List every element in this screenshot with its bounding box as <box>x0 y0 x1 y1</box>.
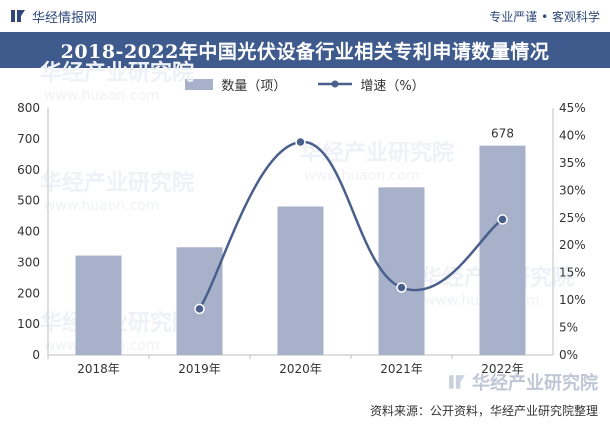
bar <box>75 255 122 355</box>
watermark-url: www.huaon.com <box>304 168 420 184</box>
source-note: 资料来源：公开资料，华经产业研究院整理 <box>369 404 598 418</box>
y-left-tick-label: 600 <box>17 163 40 177</box>
legend-line-swatch <box>318 80 353 88</box>
top-bar: 华经情报网 专业严谨 • 客观科学 <box>0 0 610 32</box>
legend-bar-label: 数量（项） <box>221 78 287 94</box>
y-left-tick-label: 500 <box>17 194 40 208</box>
legend-bar-swatch <box>185 78 214 90</box>
legend-line-label: 增速（%） <box>360 78 425 94</box>
y-right-tick-label: 30% <box>559 183 586 197</box>
watermark-text: 华经产业研究院 <box>40 60 194 86</box>
x-tick-label: 2018年 <box>77 362 120 376</box>
chart-legend: 数量（项） 增速（%） <box>0 74 610 94</box>
x-tick-label: 2021年 <box>380 362 423 376</box>
growth-line <box>198 140 504 310</box>
y-right-tick-label: 40% <box>559 128 586 142</box>
y-right-tick-label: 20% <box>559 238 586 252</box>
title-bar: 2018-2022年中国光伏设备行业相关专利申请数量情况 <box>0 32 610 68</box>
y-left-tick-label: 100 <box>17 317 40 331</box>
y-right-tick-label: 5% <box>559 321 578 335</box>
y-right-tick-label: 45% <box>559 101 586 115</box>
watermark-text: 华经产业研究院 <box>300 140 454 166</box>
watermark-text: 华经产业研究院 <box>40 170 194 196</box>
watermark-url: www.huaon.com <box>44 198 160 214</box>
x-tick-label: 2020年 <box>279 362 322 376</box>
watermark-url: www.huaon.com <box>44 88 160 104</box>
y-left-tick-label: 200 <box>17 286 40 300</box>
x-tick-label: 2019年 <box>178 362 221 376</box>
y-left-tick-label: 300 <box>17 255 40 269</box>
bar-data-label: 678 <box>491 127 514 141</box>
watermark-logo-icon <box>449 375 465 389</box>
x-tick-label: 2022年 <box>481 362 524 376</box>
watermark-bottom: 华经产业研究院 <box>448 369 598 395</box>
legend-item-bar: 数量（项） <box>185 75 286 94</box>
bar <box>378 187 425 355</box>
watermark-name: 华经产业研究院 <box>472 373 598 394</box>
growth-point <box>295 136 306 148</box>
y-right-tick-label: 25% <box>559 211 586 225</box>
brand-name: 华经情报网 <box>32 10 98 26</box>
chart-title: 2018-2022年中国光伏设备行业相关专利申请数量情况 <box>60 40 550 63</box>
y-left-tick-label: 700 <box>17 132 40 146</box>
y-left-tick-label: 800 <box>17 101 40 115</box>
brand-logo-icon <box>11 10 25 22</box>
brand: 华经情报网 <box>10 7 98 26</box>
bar <box>176 247 223 355</box>
y-right-tick-label: 35% <box>559 156 586 170</box>
bar <box>479 145 526 355</box>
bar <box>277 206 324 355</box>
tagline: 专业严谨 • 客观科学 <box>489 10 600 24</box>
growth-point <box>497 214 508 225</box>
y-left-tick-label: 0 <box>32 348 40 362</box>
growth-point <box>396 282 407 293</box>
growth-point <box>194 303 205 315</box>
legend-item-line: 增速（%） <box>318 75 425 94</box>
y-right-tick-label: 0% <box>559 348 578 362</box>
y-left-tick-label: 400 <box>17 225 40 239</box>
y-right-tick-label: 10% <box>559 293 586 307</box>
y-right-tick-label: 15% <box>559 266 586 280</box>
